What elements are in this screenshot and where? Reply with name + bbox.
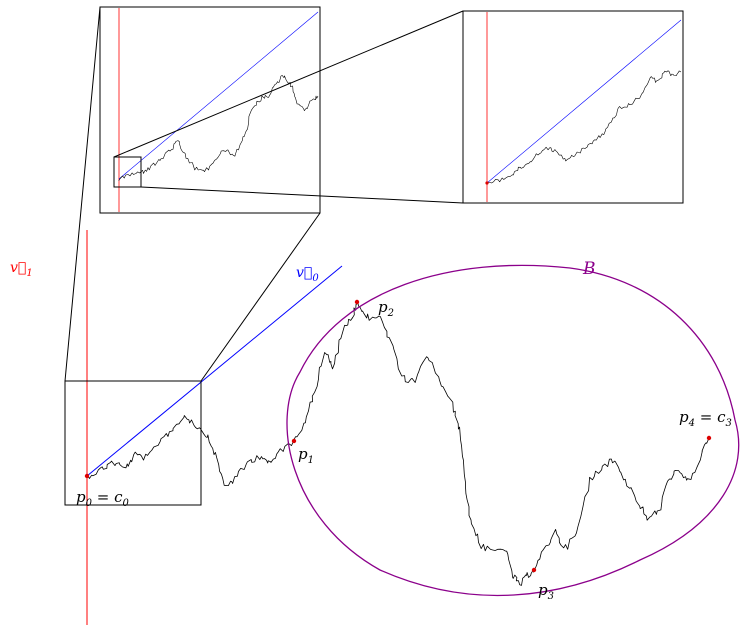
zoom-frame-main xyxy=(64,380,202,506)
inset2-v0-line xyxy=(486,19,682,184)
inset2-start-point xyxy=(485,181,489,185)
zoom-connector xyxy=(200,212,321,382)
main-brownian-path xyxy=(86,302,710,586)
point-p4 xyxy=(706,435,712,441)
point-p3 xyxy=(531,567,537,573)
inset1-brownian-path xyxy=(118,75,319,181)
inset1-v0-line xyxy=(118,11,319,180)
label-v1: v⃗1 xyxy=(10,260,33,279)
label-p3: p3 xyxy=(538,581,554,602)
zoom-connector xyxy=(64,6,101,382)
point-p2 xyxy=(354,299,360,305)
label-v0: v⃗0 xyxy=(296,265,319,284)
zoom-inset-2 xyxy=(462,10,684,204)
zoom-connector xyxy=(140,186,464,204)
zoom-connector xyxy=(113,10,464,158)
vector-v0-line xyxy=(86,265,343,477)
zoom-inset-1 xyxy=(99,6,321,214)
inset2-brownian-path xyxy=(487,70,682,184)
label-p1: p1 xyxy=(298,445,314,466)
zoom-frame-inset1 xyxy=(113,156,142,188)
point-p0 xyxy=(84,473,90,479)
label-b: B xyxy=(582,259,596,279)
region-b-boundary xyxy=(286,264,740,597)
label-p4: p4 = c3 xyxy=(679,408,732,429)
label-p2: p2 xyxy=(378,298,394,319)
point-p1 xyxy=(291,438,297,444)
label-p0: p0 = c0 xyxy=(76,488,130,509)
